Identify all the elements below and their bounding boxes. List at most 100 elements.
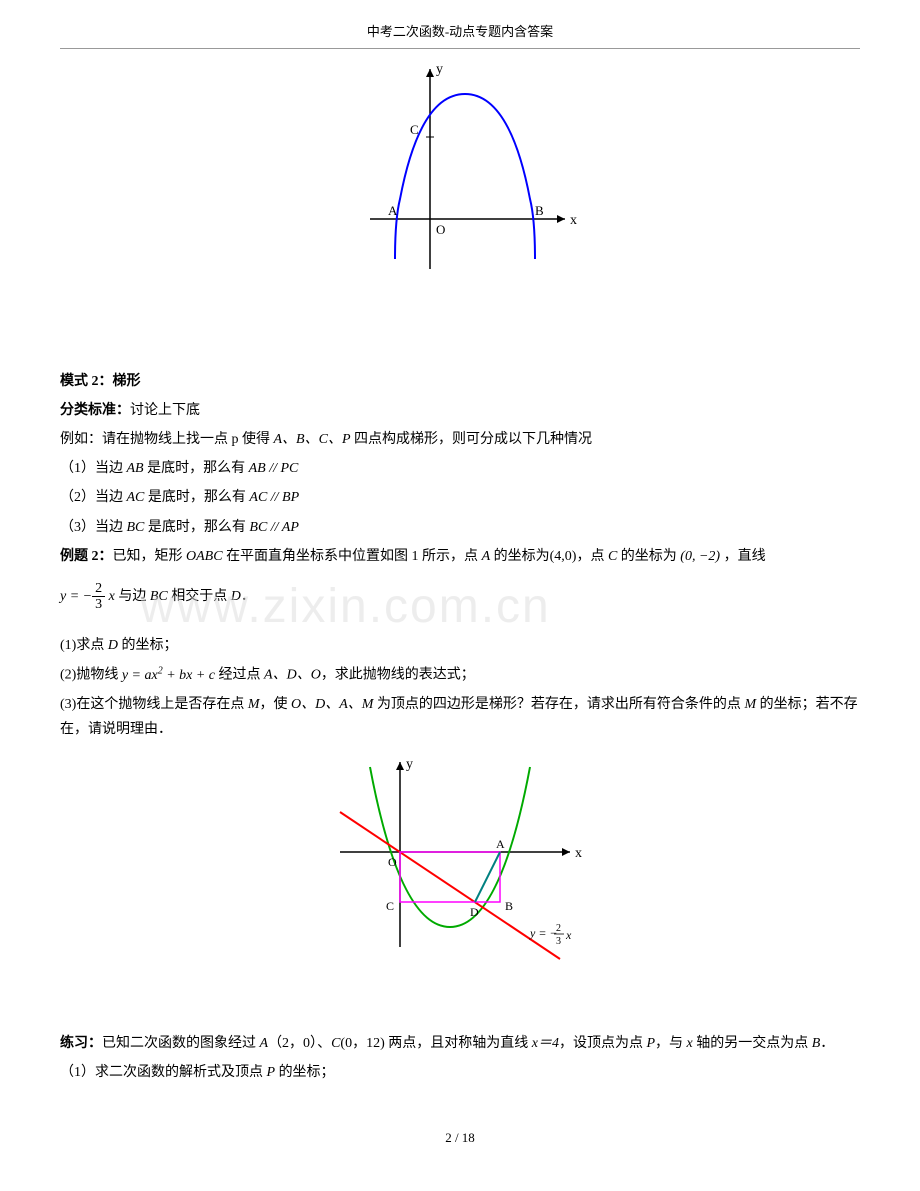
- parabola-svg: x y O A B C: [340, 59, 580, 279]
- p-pointA: A: [260, 1036, 269, 1051]
- p-pointB: B: [812, 1036, 821, 1051]
- eq-prefix: y = −: [60, 589, 92, 604]
- pq1-suffix: 的坐标；: [275, 1065, 335, 1080]
- p-text1: 已知二次函数的图象经过: [102, 1036, 260, 1051]
- ex2-text6: 与边: [115, 589, 150, 604]
- f2-teal-segment: [475, 852, 500, 902]
- q3-pointM: M: [248, 697, 260, 712]
- case1-edge: AB: [127, 461, 144, 476]
- f2-line-eq: y = −: [529, 926, 558, 940]
- example-2-equation-line: y = −23 x 与边 BC 相交于点 D．: [60, 581, 860, 613]
- f2-point-b: B: [505, 899, 513, 913]
- ex2-text5: ，直线: [720, 549, 766, 564]
- ex2-text3: 的坐标为(4,0)，点: [490, 549, 608, 564]
- ex2-text7: 相交于点: [168, 589, 231, 604]
- f2-point-a: A: [496, 837, 505, 851]
- p-text4: ，设顶点为点: [559, 1036, 647, 1051]
- page-number-text: 2 / 18: [445, 1130, 475, 1145]
- origin-label: O: [436, 222, 445, 237]
- mode-2-title: 模式 2：梯形: [60, 369, 860, 394]
- q3-mid2: 为顶点的四边形是梯形？若存在，请求出所有符合条件的点: [373, 697, 744, 712]
- y-label: y: [436, 62, 443, 77]
- ex2-rect: OABC: [186, 549, 223, 564]
- q1-text: (1)求点: [60, 638, 108, 653]
- pq1-text: （1）求二次函数的解析式及顶点: [60, 1065, 267, 1080]
- f2-rect: [400, 852, 500, 902]
- x-label: x: [570, 213, 577, 228]
- case-3: （3）当边 BC 是底时，那么有 BC // AP: [60, 515, 860, 540]
- example-suffix: 四点构成梯形，则可分成以下几种情况: [351, 432, 593, 447]
- case2-edge: AC: [127, 490, 145, 505]
- figure2-svg: x y O A B C D y = − 2 3 x: [320, 752, 600, 962]
- case3-parallel: BC // AP: [249, 520, 299, 535]
- page-footer: 2 / 18: [60, 1126, 860, 1149]
- p-text5: ，与: [655, 1036, 687, 1051]
- example-2-line1: 例题 2：已知，矩形 OABC 在平面直角坐标系中位置如图 1 所示，点 A 的…: [60, 544, 860, 569]
- f2-point-d: D: [470, 905, 479, 919]
- q3-points: O、D、A、M: [291, 697, 373, 712]
- case3-edge: BC: [127, 520, 145, 535]
- figure-2: x y O A B C D y = − 2 3 x: [60, 752, 860, 971]
- criteria-text: 讨论上下底: [130, 403, 200, 418]
- ex2-text2: 在平面直角坐标系中位置如图 1 所示，点: [223, 549, 482, 564]
- pq1-point: P: [267, 1065, 276, 1080]
- case1-parallel: AB // PC: [249, 461, 299, 476]
- example-intro-line: 例如：请在抛物线上找一点 p 使得 A、B、C、P 四点构成梯形，则可分成以下几…: [60, 427, 860, 452]
- ex2-text1: 已知，矩形: [113, 549, 187, 564]
- x-axis-arrow: [557, 215, 565, 223]
- f2-y-arrow: [396, 762, 404, 770]
- p-coordC: (0，12): [340, 1036, 388, 1051]
- parabola-curve: [395, 94, 535, 259]
- eq-fraction: 23: [92, 581, 105, 613]
- f2-y-label: y: [406, 757, 413, 772]
- ex2-pointC: C: [608, 549, 617, 564]
- criteria-line: 分类标准：讨论上下底: [60, 398, 860, 423]
- ex2-text8: ．: [241, 589, 255, 604]
- ex2-title: 例题 2：: [60, 549, 113, 564]
- criteria-prefix: 分类标准：: [60, 403, 130, 418]
- page-header: 中考二次函数-动点专题内含答案: [60, 20, 860, 49]
- case3-prefix: （3）当边: [60, 520, 127, 535]
- case1-mid: 是底时，那么有: [144, 461, 249, 476]
- case2-parallel: AC // BP: [249, 490, 299, 505]
- p-coordA: （2，0）: [268, 1036, 317, 1051]
- example-points: A、B、C、P: [274, 432, 351, 447]
- y-axis-arrow: [426, 69, 434, 77]
- q2-points: A、D、O: [264, 668, 321, 683]
- practice-q1: （1）求二次函数的解析式及顶点 P 的坐标；: [60, 1060, 860, 1085]
- p-pointP: P: [646, 1036, 655, 1051]
- f2-line-x: x: [565, 928, 572, 942]
- case2-prefix: （2）当边: [60, 490, 127, 505]
- q3-pointM2: M: [744, 697, 756, 712]
- p-text2: 、: [317, 1036, 331, 1051]
- ex2-q3: (3)在这个抛物线上是否存在点 M，使 O、D、A、M 为顶点的四边形是梯形？若…: [60, 692, 860, 742]
- ex2-coordC: (0, −2): [680, 549, 720, 564]
- f2-origin: O: [388, 855, 397, 869]
- q2-suffix: ，求此抛物线的表达式；: [321, 668, 475, 683]
- eq-den: 3: [92, 597, 105, 612]
- q1-point: D: [108, 638, 118, 653]
- p-text6: 轴的另一交点为点: [693, 1036, 812, 1051]
- q1-suffix: 的坐标；: [118, 638, 178, 653]
- ex2-edgeBC: BC: [150, 589, 168, 604]
- case-1: （1）当边 AB 是底时，那么有 AB // PC: [60, 456, 860, 481]
- ex2-q1: (1)求点 D 的坐标；: [60, 633, 860, 658]
- q2-eq: y = ax2 + bx + c: [122, 668, 215, 683]
- mode-2-prefix: 模式 2：: [60, 374, 113, 389]
- case1-prefix: （1）当边: [60, 461, 127, 476]
- q2-prefix: (2)抛物线: [60, 668, 122, 683]
- figure-1: x y O A B C: [60, 59, 860, 288]
- point-b-label: B: [535, 203, 544, 218]
- p-text7: ．: [820, 1036, 834, 1051]
- p-pointC: C: [331, 1036, 340, 1051]
- case-2: （2）当边 AC 是底时，那么有 AC // BP: [60, 485, 860, 510]
- f2-x-arrow: [562, 848, 570, 856]
- ex2-pointD: D: [231, 589, 241, 604]
- ex2-q2: (2)抛物线 y = ax2 + bx + c 经过点 A、D、O，求此抛物线的…: [60, 662, 860, 688]
- f2-line-num: 2: [556, 923, 561, 934]
- ex2-text4: 的坐标为: [617, 549, 680, 564]
- p-text3: 两点，且对称轴为直线: [388, 1036, 532, 1051]
- eq-num: 2: [92, 581, 105, 597]
- q3-prefix: (3)在这个抛物线上是否存在点: [60, 697, 248, 712]
- eq-suffix: x: [105, 589, 115, 604]
